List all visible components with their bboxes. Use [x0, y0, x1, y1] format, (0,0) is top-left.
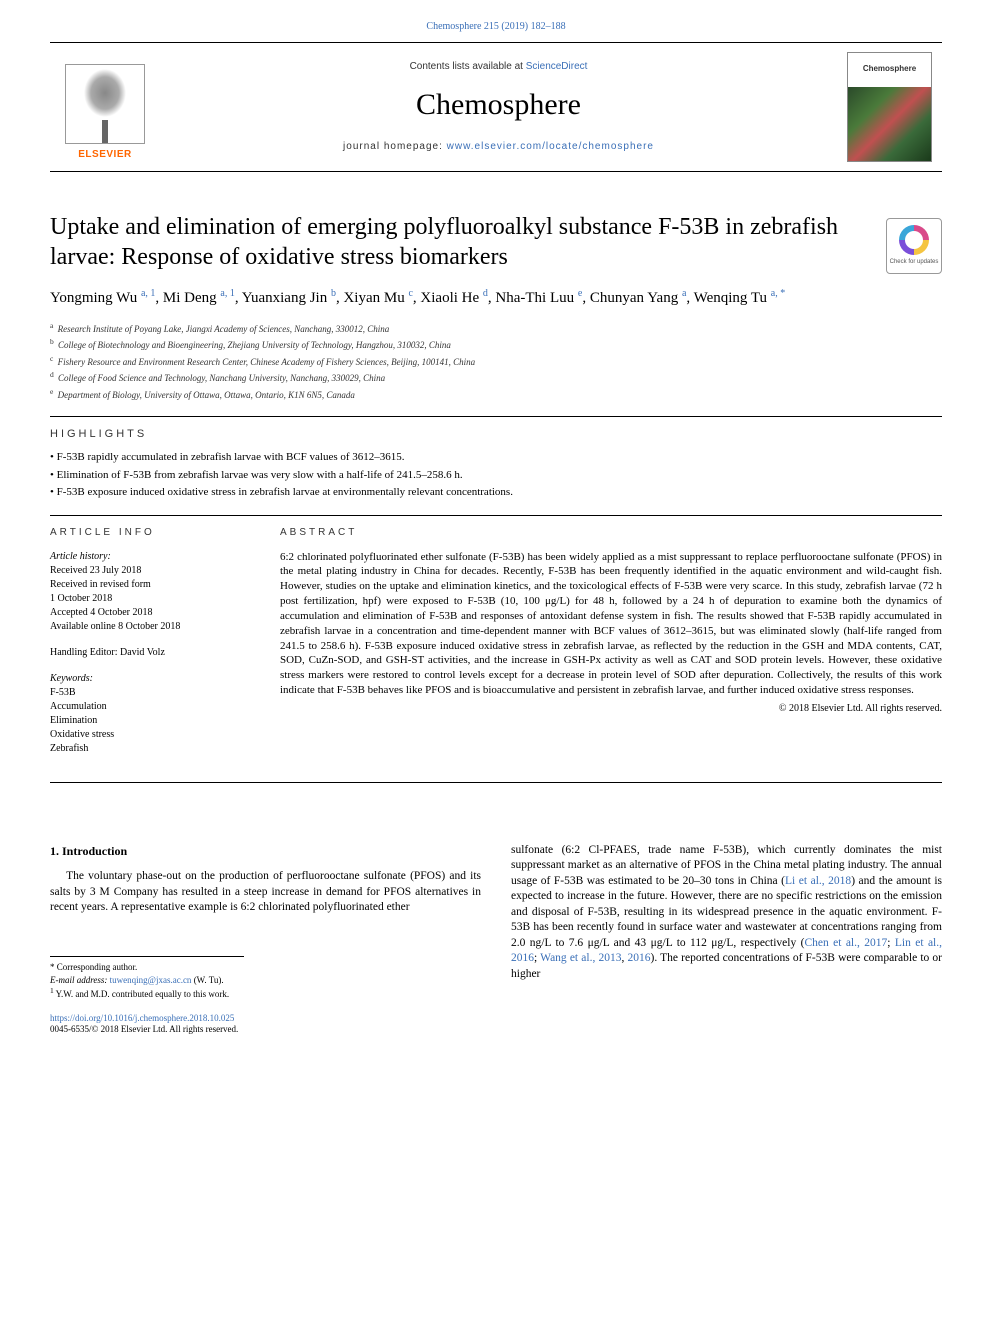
- affiliation-line: b College of Biotechnology and Bioengine…: [50, 336, 942, 353]
- keyword-item: Elimination: [50, 714, 250, 728]
- footnotes-block: * Corresponding author. E-mail address: …: [50, 956, 244, 1001]
- history-line: Received 23 July 2018: [50, 564, 250, 578]
- body-column-right: sulfonate (6:2 Cl-PFAES, trade name F-53…: [511, 843, 942, 1037]
- history-line: Available online 8 October 2018: [50, 620, 250, 634]
- equal-sup: 1: [50, 986, 54, 995]
- corresponding-author-note: * Corresponding author.: [50, 961, 244, 974]
- handling-editor: Handling Editor: David Volz: [50, 646, 250, 660]
- highlight-item: Elimination of F-53B from zebrafish larv…: [50, 468, 942, 483]
- sciencedirect-link[interactable]: ScienceDirect: [526, 61, 588, 72]
- article-info-sidebar: ARTICLE INFO Article history: Received 2…: [50, 526, 250, 768]
- journal-cover-thumbnail: Chemosphere: [847, 52, 932, 162]
- rule: [50, 782, 942, 783]
- authors-line: Yongming Wu a, 1, Mi Deng a, 1, Yuanxian…: [50, 286, 942, 310]
- homepage-prefix: journal homepage:: [343, 141, 447, 152]
- equal-text: Y.W. and M.D. contributed equally to thi…: [56, 989, 229, 999]
- affiliation-line: a Research Institute of Poyang Lake, Jia…: [50, 320, 942, 337]
- keywords-label: Keywords:: [50, 672, 250, 686]
- body-column-left: 1. Introduction The voluntary phase-out …: [50, 843, 481, 1037]
- issn-copyright-line: 0045-6535/© 2018 Elsevier Ltd. All right…: [50, 1024, 481, 1036]
- article-history-block: Article history: Received 23 July 2018Re…: [50, 550, 250, 634]
- rule: [50, 515, 942, 516]
- affiliations-block: a Research Institute of Poyang Lake, Jia…: [50, 320, 942, 403]
- abstract-text: 6:2 chlorinated polyfluorinated ether su…: [280, 550, 942, 698]
- check-updates-label: Check for updates: [890, 258, 939, 266]
- abstract-section: ABSTRACT 6:2 chlorinated polyfluorinated…: [280, 526, 942, 768]
- affiliation-line: d College of Food Science and Technology…: [50, 369, 942, 386]
- contents-available-line: Contents lists available at ScienceDirec…: [150, 60, 847, 74]
- email-label: E-mail address:: [50, 975, 110, 985]
- introduction-heading: 1. Introduction: [50, 843, 481, 860]
- title-block: Uptake and elimination of emerging polyf…: [50, 212, 942, 272]
- citation-header: Chemosphere 215 (2019) 182–188: [50, 20, 942, 34]
- highlights-heading: HIGHLIGHTS: [50, 427, 942, 442]
- keyword-item: Accumulation: [50, 700, 250, 714]
- doi-block: https://doi.org/10.1016/j.chemosphere.20…: [50, 1013, 481, 1036]
- highlights-list: F-53B rapidly accumulated in zebrafish l…: [50, 450, 942, 500]
- homepage-link[interactable]: www.elsevier.com/locate/chemosphere: [447, 141, 654, 152]
- rule: [50, 416, 942, 417]
- info-abstract-row: ARTICLE INFO Article history: Received 2…: [50, 526, 942, 768]
- citation-link[interactable]: Chen et al., 2017: [804, 937, 887, 949]
- cover-title: Chemosphere: [848, 53, 931, 87]
- intro-paragraph-2: sulfonate (6:2 Cl-PFAES, trade name F-53…: [511, 843, 942, 983]
- highlight-item: F-53B rapidly accumulated in zebrafish l…: [50, 450, 942, 465]
- journal-homepage-line: journal homepage: www.elsevier.com/locat…: [150, 140, 847, 154]
- journal-name: Chemosphere: [150, 84, 847, 126]
- citation-link[interactable]: 2016: [628, 952, 651, 964]
- abstract-heading: ABSTRACT: [280, 526, 942, 540]
- keyword-item: Zebrafish: [50, 742, 250, 756]
- affiliation-line: c Fishery Resource and Environment Resea…: [50, 353, 942, 370]
- body-two-column: 1. Introduction The voluntary phase-out …: [50, 843, 942, 1037]
- keyword-item: F-53B: [50, 686, 250, 700]
- affiliation-line: e Department of Biology, University of O…: [50, 386, 942, 403]
- abstract-copyright: © 2018 Elsevier Ltd. All rights reserved…: [280, 702, 942, 716]
- highlights-section: HIGHLIGHTS F-53B rapidly accumulated in …: [50, 427, 942, 501]
- elsevier-tree-icon: [65, 64, 145, 144]
- contents-prefix: Contents lists available at: [410, 61, 526, 72]
- doi-link[interactable]: https://doi.org/10.1016/j.chemosphere.20…: [50, 1013, 481, 1025]
- masthead-center: Contents lists available at ScienceDirec…: [150, 60, 847, 154]
- publisher-name: ELSEVIER: [78, 148, 131, 162]
- keyword-item: Oxidative stress: [50, 728, 250, 742]
- history-line: 1 October 2018: [50, 592, 250, 606]
- history-line: Accepted 4 October 2018: [50, 606, 250, 620]
- history-label: Article history:: [50, 550, 250, 564]
- citation-link[interactable]: Li et al., 2018: [785, 875, 851, 887]
- cover-image: [848, 87, 931, 161]
- check-for-updates-badge[interactable]: Check for updates: [886, 218, 942, 274]
- crossmark-icon: [899, 225, 929, 255]
- equal-contribution-note: 1 Y.W. and M.D. contributed equally to t…: [50, 986, 244, 1001]
- publisher-logo: ELSEVIER: [60, 52, 150, 162]
- article-info-heading: ARTICLE INFO: [50, 526, 250, 540]
- corresponding-email-link[interactable]: tuwenqing@jxas.ac.cn: [110, 975, 192, 985]
- article-title: Uptake and elimination of emerging polyf…: [50, 212, 942, 272]
- masthead: ELSEVIER Contents lists available at Sci…: [50, 42, 942, 172]
- email-line: E-mail address: tuwenqing@jxas.ac.cn (W.…: [50, 974, 244, 987]
- email-suffix: (W. Tu).: [191, 975, 223, 985]
- keywords-block: Keywords: F-53BAccumulationEliminationOx…: [50, 672, 250, 756]
- history-line: Received in revised form: [50, 578, 250, 592]
- highlight-item: F-53B exposure induced oxidative stress …: [50, 485, 942, 500]
- intro-paragraph-1: The voluntary phase-out on the productio…: [50, 869, 481, 916]
- citation-link[interactable]: Wang et al., 2013: [540, 952, 621, 964]
